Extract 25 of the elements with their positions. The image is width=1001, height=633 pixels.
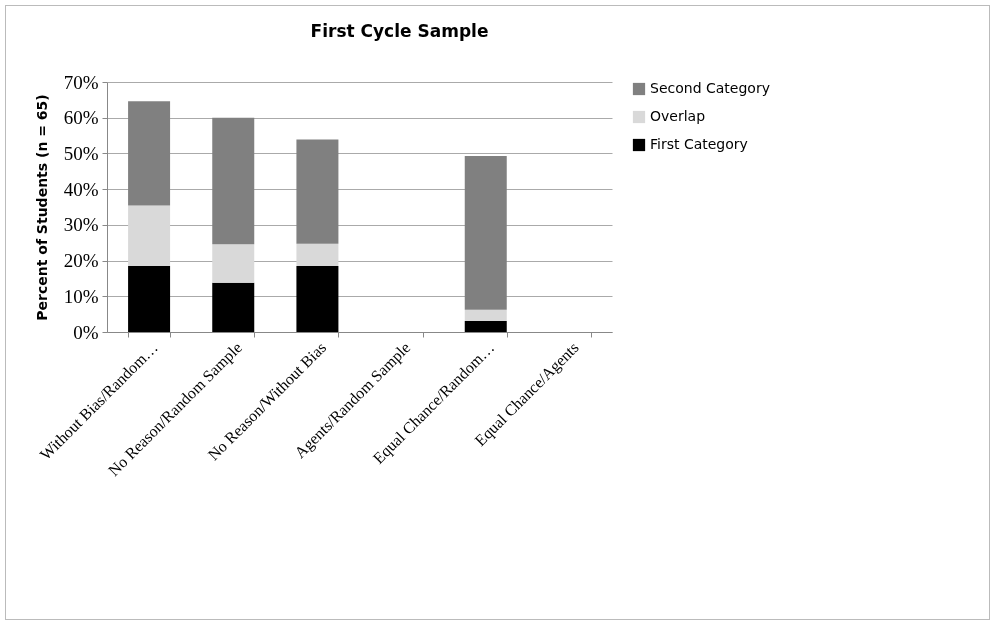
y-tick-label: 70% [63, 71, 99, 93]
y-tick-label: 40% [63, 178, 99, 200]
y-tick-label: 30% [63, 214, 99, 236]
bar [464, 155, 507, 310]
bar [128, 101, 171, 206]
legend-label: Overlap [650, 108, 706, 124]
legend-label: Second Category [650, 80, 770, 96]
y-tick-label: 50% [63, 142, 99, 164]
y-axis-title: Percent of Students (n = 65) [33, 94, 50, 321]
bar [464, 309, 507, 321]
y-tick-label: 0% [73, 321, 99, 343]
legend-label: First Category [650, 136, 748, 152]
y-tick-label: 10% [63, 285, 99, 307]
y-tick-label: 60% [63, 107, 99, 129]
bar [464, 320, 507, 332]
bar [296, 139, 339, 244]
y-tick-label: 20% [63, 250, 99, 272]
bar [128, 265, 171, 332]
bar [212, 117, 255, 245]
bar [296, 265, 339, 332]
bar [212, 282, 255, 332]
chart-title: First Cycle Sample [310, 21, 489, 41]
bar [296, 243, 339, 266]
bar [212, 244, 255, 283]
bar [128, 205, 171, 266]
